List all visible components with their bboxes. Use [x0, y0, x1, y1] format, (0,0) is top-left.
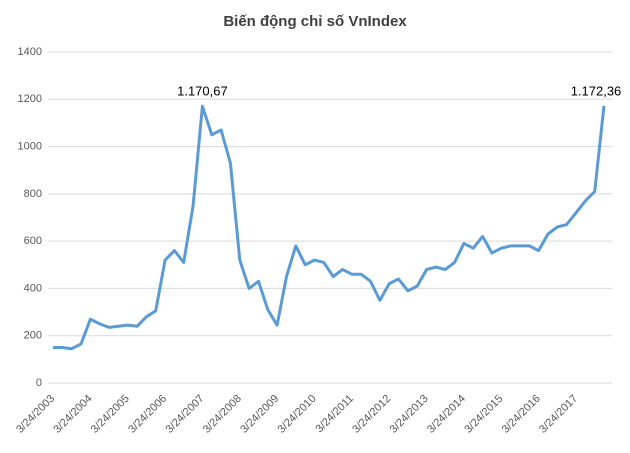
x-tick-label: 3/24/2003 — [14, 393, 57, 436]
y-tick-label: 400 — [24, 282, 42, 294]
x-tick-label: 3/24/2010 — [276, 393, 319, 436]
x-tick-label: 3/24/2004 — [51, 393, 94, 436]
x-tick-label: 3/24/2017 — [537, 393, 580, 436]
x-tick-label: 3/24/2007 — [164, 393, 207, 436]
value-label: 1.170,67 — [177, 84, 228, 99]
y-tick-label: 1000 — [18, 140, 42, 152]
y-tick-label: 0 — [36, 377, 42, 389]
x-tick-label: 3/24/2016 — [500, 393, 543, 436]
x-tick-label: 3/24/2013 — [388, 393, 431, 436]
y-tick-label: 200 — [24, 330, 42, 342]
x-tick-label: 3/24/2012 — [350, 393, 393, 436]
x-tick-label: 3/24/2008 — [201, 393, 244, 436]
chart-title: Biến động chỉ số VnIndex — [223, 13, 407, 30]
x-tick-label: 3/24/2011 — [314, 393, 357, 436]
y-tick-label: 800 — [24, 188, 42, 200]
x-tick-label: 3/24/2009 — [238, 393, 281, 436]
x-tick-label: 3/24/2015 — [462, 393, 505, 436]
line — [53, 104, 606, 351]
y-tick-label: 1200 — [18, 93, 42, 105]
value-label: 1.172,36 — [571, 83, 622, 98]
x-tick-label: 3/24/2014 — [425, 393, 468, 436]
y-tick-label: 600 — [24, 235, 42, 247]
x-tick-label: 3/24/2005 — [89, 393, 132, 436]
x-tick-label: 3/24/2006 — [126, 393, 169, 436]
y-tick-label: 1400 — [18, 46, 42, 58]
